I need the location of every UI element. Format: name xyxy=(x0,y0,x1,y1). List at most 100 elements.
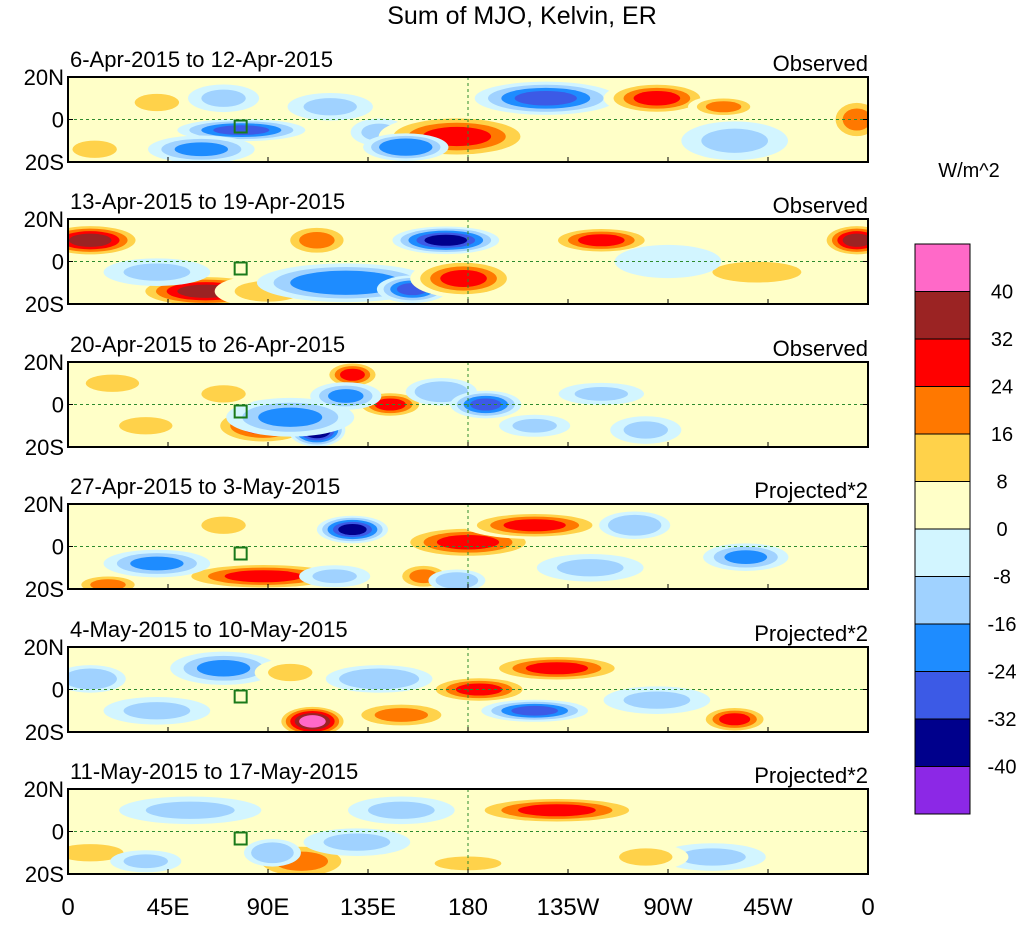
y-tick-label: 0 xyxy=(52,535,64,560)
anomaly-level xyxy=(712,261,802,283)
anomaly-level xyxy=(196,659,251,677)
anomaly-7 xyxy=(536,553,644,582)
anomaly-level xyxy=(213,125,270,135)
anomaly-11 xyxy=(299,565,371,588)
x-tick-label: 0 xyxy=(861,894,874,921)
reference-box xyxy=(233,689,248,704)
anomaly-10 xyxy=(558,382,644,405)
colorbar-level-label: -40 xyxy=(988,757,1017,779)
colorbar-swatch xyxy=(914,338,971,387)
x-tick-label: 135E xyxy=(340,894,396,921)
anomaly-level xyxy=(514,90,577,106)
y-tick-label: 0 xyxy=(52,820,64,845)
anomaly-level xyxy=(134,93,180,112)
anomaly-12 xyxy=(188,380,260,408)
anomaly-9 xyxy=(703,543,789,571)
x-tick-label: 45E xyxy=(147,894,190,921)
anomaly-5 xyxy=(119,796,262,825)
anomaly-level xyxy=(306,274,385,292)
anomaly-level xyxy=(145,801,235,819)
anomaly-4 xyxy=(324,362,381,389)
panel-label: Projected*2 xyxy=(754,763,868,788)
y-tick-label: 20S xyxy=(25,292,64,317)
anomaly-3 xyxy=(485,654,628,683)
reference-box xyxy=(233,261,248,276)
anomaly-11 xyxy=(603,81,711,115)
reference-box xyxy=(233,546,248,561)
anomaly-field xyxy=(69,362,682,447)
y-tick-label: 0 xyxy=(52,393,64,418)
colorbar-swatch xyxy=(914,576,971,625)
anomaly-1 xyxy=(468,796,646,825)
panel-label: Observed xyxy=(773,336,868,361)
colorbar-swatch xyxy=(914,766,971,815)
anomaly-level xyxy=(201,89,246,107)
anomaly-1 xyxy=(276,704,348,732)
anomaly-level xyxy=(619,848,673,866)
y-tick-label: 20N xyxy=(24,207,64,232)
y-tick-label: 20S xyxy=(25,150,64,175)
anomaly-level xyxy=(578,234,625,247)
colorbar-level-label: 16 xyxy=(991,424,1013,446)
anomaly-8 xyxy=(599,511,671,540)
y-tick-label: 20S xyxy=(25,577,64,602)
colorbar-swatch xyxy=(914,386,971,435)
anomaly-6 xyxy=(310,382,382,410)
anomaly-level xyxy=(424,234,468,246)
anomaly-5 xyxy=(348,701,455,729)
anomaly-12 xyxy=(254,658,326,687)
anomaly-field xyxy=(68,223,868,304)
anomaly-level xyxy=(303,98,357,116)
colorbar-level-label: -8 xyxy=(993,567,1011,589)
colorbar-swatch xyxy=(914,671,971,720)
colorbar-unit-label: W/m^2 xyxy=(938,160,1000,182)
chart-title: Sum of MJO, Kelvin, ER xyxy=(387,2,657,30)
anomaly-3 xyxy=(244,838,301,867)
colorbar-swatch xyxy=(914,243,971,292)
anomaly-level xyxy=(374,708,429,722)
y-tick-label: 0 xyxy=(52,250,64,275)
anomaly-10 xyxy=(474,81,617,115)
colorbar-level-label: 40 xyxy=(991,282,1013,304)
anomaly-11 xyxy=(610,416,682,444)
panel-6: 11-May-2015 to 17-May-2015 Projected*2 20N… xyxy=(24,759,869,887)
anomaly-level xyxy=(679,848,746,866)
y-tick-label: 20N xyxy=(24,777,64,802)
panels-layer: 6-Apr-2015 to 12-Apr-2015 Observed 20N 0 20S… xyxy=(24,47,869,887)
anomaly-level xyxy=(312,569,357,584)
anomaly-6 xyxy=(287,92,373,121)
panel-period: 6-Apr-2015 to 12-Apr-2015 xyxy=(70,47,333,72)
anomaly-9 xyxy=(499,414,571,437)
anomaly-level xyxy=(258,845,287,860)
anomaly-level xyxy=(328,389,364,403)
anomaly-9 xyxy=(603,843,689,871)
reference-box xyxy=(233,404,248,419)
anomaly-level xyxy=(574,386,628,401)
panel-period: 27-Apr-2015 to 3-May-2015 xyxy=(70,474,340,499)
anomaly-14 xyxy=(103,411,189,440)
anomaly-11 xyxy=(103,696,211,725)
anomaly-level xyxy=(123,854,168,869)
anomaly-4 xyxy=(68,135,131,162)
anomaly-field xyxy=(68,81,868,162)
anomaly-4 xyxy=(303,828,411,856)
anomaly-level xyxy=(123,702,191,720)
panel-1: 6-Apr-2015 to 12-Apr-2015 Observed 20N 0 20S xyxy=(24,47,869,175)
colorbar-swatch xyxy=(914,481,971,530)
colorbar-swatch xyxy=(914,718,971,767)
anomaly-11 xyxy=(821,223,868,257)
panel-label: Observed xyxy=(773,193,868,218)
colorbar-swatch xyxy=(914,528,971,577)
x-tick-label: 45W xyxy=(743,894,793,921)
x-axis: 0 45E 90E 135E 180 135W 90W 45W 0 xyxy=(61,894,874,921)
y-tick-label: 20N xyxy=(24,65,64,90)
x-tick-label: 0 xyxy=(61,894,74,921)
anomaly-4 xyxy=(72,573,144,589)
anomaly-8 xyxy=(659,843,766,871)
reference-box xyxy=(233,831,248,846)
anomaly-field xyxy=(68,796,766,874)
anomaly-field xyxy=(72,511,789,589)
anomaly-level xyxy=(72,140,117,158)
colorbar-swatch xyxy=(914,623,971,672)
anomaly-level xyxy=(525,662,589,675)
